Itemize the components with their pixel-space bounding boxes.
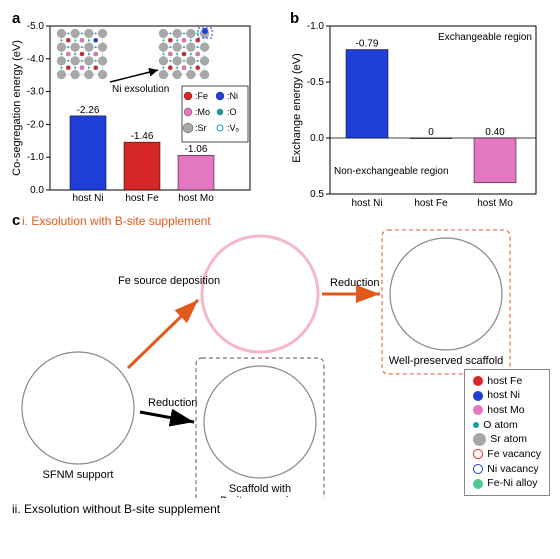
svg-text:-1.06: -1.06 <box>185 144 208 155</box>
svg-text:Reduction: Reduction <box>330 277 380 289</box>
svg-text:-1.46: -1.46 <box>131 131 154 142</box>
svg-text:-0.5: -0.5 <box>307 77 325 88</box>
svg-text:-1.0: -1.0 <box>307 21 325 32</box>
svg-text:0: 0 <box>428 127 434 138</box>
panel-b-chart: Exchange energy (eV) -1.0 -0.5 0.0 0.5 Exchan… <box>286 8 556 208</box>
panel-b: b Exchange energy (eV)-1.0-0.50.00.5Exch… <box>286 8 556 208</box>
svg-text:host Fe: host Fe <box>414 198 448 208</box>
svg-text:Ni exsolution: Ni exsolution <box>112 84 169 95</box>
svg-text:SFNM support: SFNM support <box>43 469 114 481</box>
svg-text:-2.0: -2.0 <box>27 119 45 130</box>
svg-text:Fe source deposition: Fe source deposition <box>118 275 220 287</box>
svg-text:-5.0: -5.0 <box>27 21 45 32</box>
svg-text::Fe: :Fe <box>195 91 208 101</box>
svg-text:0.0: 0.0 <box>310 133 324 144</box>
svg-text:Non-exchangeable region: Non-exchangeable region <box>334 166 449 177</box>
svg-text:Exchangeable region: Exchangeable region <box>438 32 532 43</box>
svg-text:-1.0: -1.0 <box>27 152 45 163</box>
svg-text::O: :O <box>227 107 237 117</box>
panel-b-label: b <box>290 10 299 27</box>
svg-text:Scaffold with: Scaffold with <box>229 483 291 495</box>
panel-c: c i. Exsolution with B-site supplement F… <box>8 214 552 516</box>
svg-text:-3.0: -3.0 <box>27 87 45 98</box>
svg-text:host Ni: host Ni <box>351 198 382 208</box>
svg-text:Well-preserved scaffold: Well-preserved scaffold <box>389 355 504 367</box>
panel-a-label: a <box>12 10 20 27</box>
svg-text::Mo: :Mo <box>195 107 210 117</box>
svg-text:host Fe: host Fe <box>125 193 159 204</box>
panel-a: a Co-segregation energy (eV) -5.0 -4.0 -3.0… <box>8 8 278 208</box>
svg-text:-2.26: -2.26 <box>77 105 100 116</box>
svg-text:host Ni: host Ni <box>72 193 103 204</box>
panel-c-body: Fe source deposition Reduction Reduction SF… <box>8 228 552 498</box>
panel-a-chart: Co-segregation energy (eV) -5.0 -4.0 -3.0 -2… <box>8 8 278 208</box>
panel-c-title-ii: ii. Exsolution without B-site supplement <box>12 502 552 516</box>
svg-text:0.0: 0.0 <box>30 185 44 196</box>
svg-text:B-site vacancies: B-site vacancies <box>220 495 301 498</box>
svg-text:host Mo: host Mo <box>477 198 513 208</box>
svg-text:Reduction: Reduction <box>148 397 198 409</box>
svg-text:0.40: 0.40 <box>485 127 505 138</box>
svg-text::Vₒ: :Vₒ <box>227 123 240 133</box>
svg-text:-0.79: -0.79 <box>356 39 379 50</box>
panel-c-label: c <box>12 212 20 229</box>
svg-text:Exchange energy (eV): Exchange energy (eV) <box>291 53 303 162</box>
svg-text:-4.0: -4.0 <box>27 54 45 65</box>
panel-c-legend: host Fehost Nihost MoO atomSr atomFe vac… <box>464 369 550 497</box>
svg-text:Co-segregation energy (eV): Co-segregation energy (eV) <box>11 40 23 176</box>
svg-text::Ni: :Ni <box>227 91 238 101</box>
panel-c-title-i: i. Exsolution with B-site supplement <box>22 214 552 228</box>
svg-text:0.5: 0.5 <box>310 189 324 200</box>
svg-text::Sr: :Sr <box>195 123 207 133</box>
svg-text:host Mo: host Mo <box>178 193 214 204</box>
